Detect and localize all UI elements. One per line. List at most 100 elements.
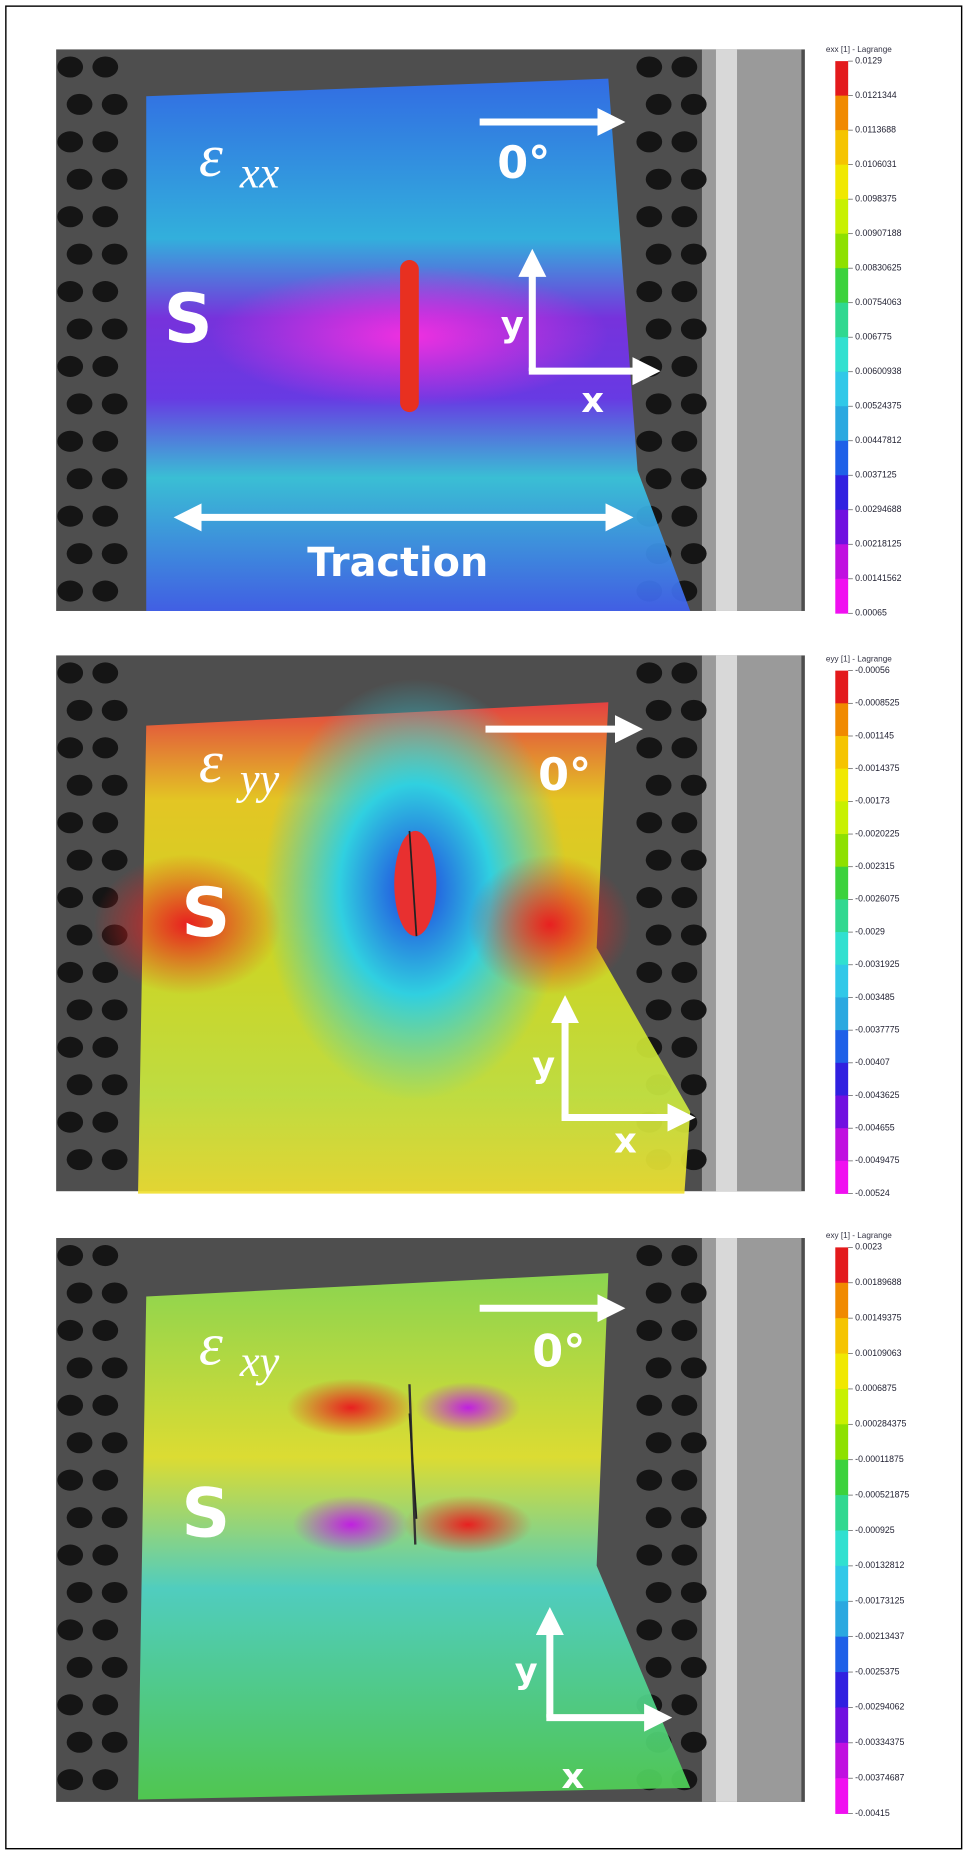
spot <box>292 1495 410 1554</box>
strain-label: ε <box>199 1311 223 1378</box>
angle-label: 0° <box>497 138 550 189</box>
angle-label: 0° <box>538 750 591 801</box>
colorbar-label: 0.0006875 <box>855 1383 897 1393</box>
hole <box>645 1507 672 1529</box>
x-label: x <box>581 380 604 421</box>
strain-subscript: yy <box>236 753 280 803</box>
hole <box>66 1731 93 1753</box>
hole <box>66 243 93 265</box>
hole <box>57 1319 84 1341</box>
hole <box>101 1149 128 1171</box>
colorbar-label: 0.00065 <box>855 608 887 618</box>
hole <box>66 1656 93 1678</box>
hole <box>645 318 672 340</box>
hole <box>645 849 672 871</box>
hole <box>57 887 84 909</box>
hole <box>92 1544 119 1566</box>
y-label: y <box>501 304 524 345</box>
colorbar-label: 0.00524375 <box>855 401 901 411</box>
hole <box>57 580 84 602</box>
colorbar-swatch <box>835 1672 849 1708</box>
colorbar-label: -0.0020225 <box>855 828 899 838</box>
hole <box>680 543 707 565</box>
hole <box>57 56 84 78</box>
hole <box>680 1581 707 1604</box>
colorbar-swatch <box>835 1318 849 1354</box>
hole <box>645 168 672 190</box>
colorbar-label: -0.0037775 <box>855 1024 899 1034</box>
colorbar-label: 0.0113688 <box>855 124 896 134</box>
hole <box>57 662 84 684</box>
spot <box>467 854 632 995</box>
spot <box>286 1378 416 1437</box>
hole <box>57 1769 84 1791</box>
hole <box>101 1432 128 1454</box>
colorbar-swatch <box>835 1282 849 1319</box>
colorbar-label: -0.0014375 <box>855 763 899 773</box>
hole <box>57 1544 84 1566</box>
colorbar-label: 0.0037125 <box>855 470 897 480</box>
spot <box>394 830 437 937</box>
colorbar-label: -0.001145 <box>855 730 894 740</box>
hole <box>101 318 128 340</box>
hole <box>680 168 707 190</box>
hole <box>671 206 698 228</box>
colorbar-swatch <box>835 130 849 166</box>
colorbar-label: 0.00189688 <box>855 1277 901 1287</box>
hole <box>671 662 698 684</box>
hole <box>92 430 119 452</box>
colorbar-swatch <box>835 1128 849 1162</box>
hole <box>636 131 663 153</box>
hole <box>636 887 663 909</box>
crack <box>400 259 419 413</box>
colorbar-swatch <box>835 337 849 373</box>
hole <box>680 1656 707 1678</box>
hole <box>671 56 698 78</box>
rail-edge <box>715 49 738 611</box>
hole <box>645 1282 672 1304</box>
hole <box>92 56 119 78</box>
hole <box>92 1769 119 1791</box>
hole <box>645 1656 672 1678</box>
hole <box>636 281 663 303</box>
hole <box>101 1581 128 1604</box>
hole <box>92 1245 119 1267</box>
y-label: y <box>515 1651 538 1692</box>
hole <box>66 1507 93 1529</box>
hole <box>636 1469 663 1491</box>
colorbar-label: -0.0049475 <box>855 1155 899 1165</box>
colorbar-swatch <box>835 997 849 1031</box>
colorbar-swatch <box>835 1424 849 1461</box>
frame <box>5 5 963 1850</box>
hole <box>66 168 93 190</box>
hole <box>671 281 698 303</box>
hole <box>57 430 84 452</box>
hole <box>680 774 707 796</box>
hole <box>57 505 84 527</box>
strain-subscript: xy <box>239 1336 280 1386</box>
hole <box>671 1619 698 1641</box>
colorbar-label: 0.0129 <box>855 55 882 65</box>
colorbar-label: -0.00213437 <box>855 1631 904 1641</box>
colorbar-label: -0.00374687 <box>855 1773 904 1783</box>
rail-edge <box>715 1238 738 1802</box>
hole <box>92 662 119 684</box>
colorbar-swatch <box>835 1388 849 1425</box>
hole <box>66 543 93 565</box>
colorbar-label: -0.0043625 <box>855 1090 899 1100</box>
hole <box>66 924 93 946</box>
hole <box>101 699 128 721</box>
hole <box>92 580 119 602</box>
colorbar-label: 0.00109063 <box>855 1348 901 1358</box>
colorbar-label: -0.0031925 <box>855 959 899 969</box>
colorbar-swatch <box>835 964 849 998</box>
colorbar-swatch <box>835 735 849 770</box>
hole <box>57 206 84 228</box>
hole <box>101 1357 128 1379</box>
hole <box>671 1544 698 1566</box>
colorbar-swatch <box>835 1742 849 1779</box>
hole <box>101 1731 128 1753</box>
colorbar-label: 0.00907188 <box>855 228 901 238</box>
colorbar-swatch <box>835 1601 849 1638</box>
colorbar-title: exy [1] - Lagrange <box>826 1231 892 1240</box>
